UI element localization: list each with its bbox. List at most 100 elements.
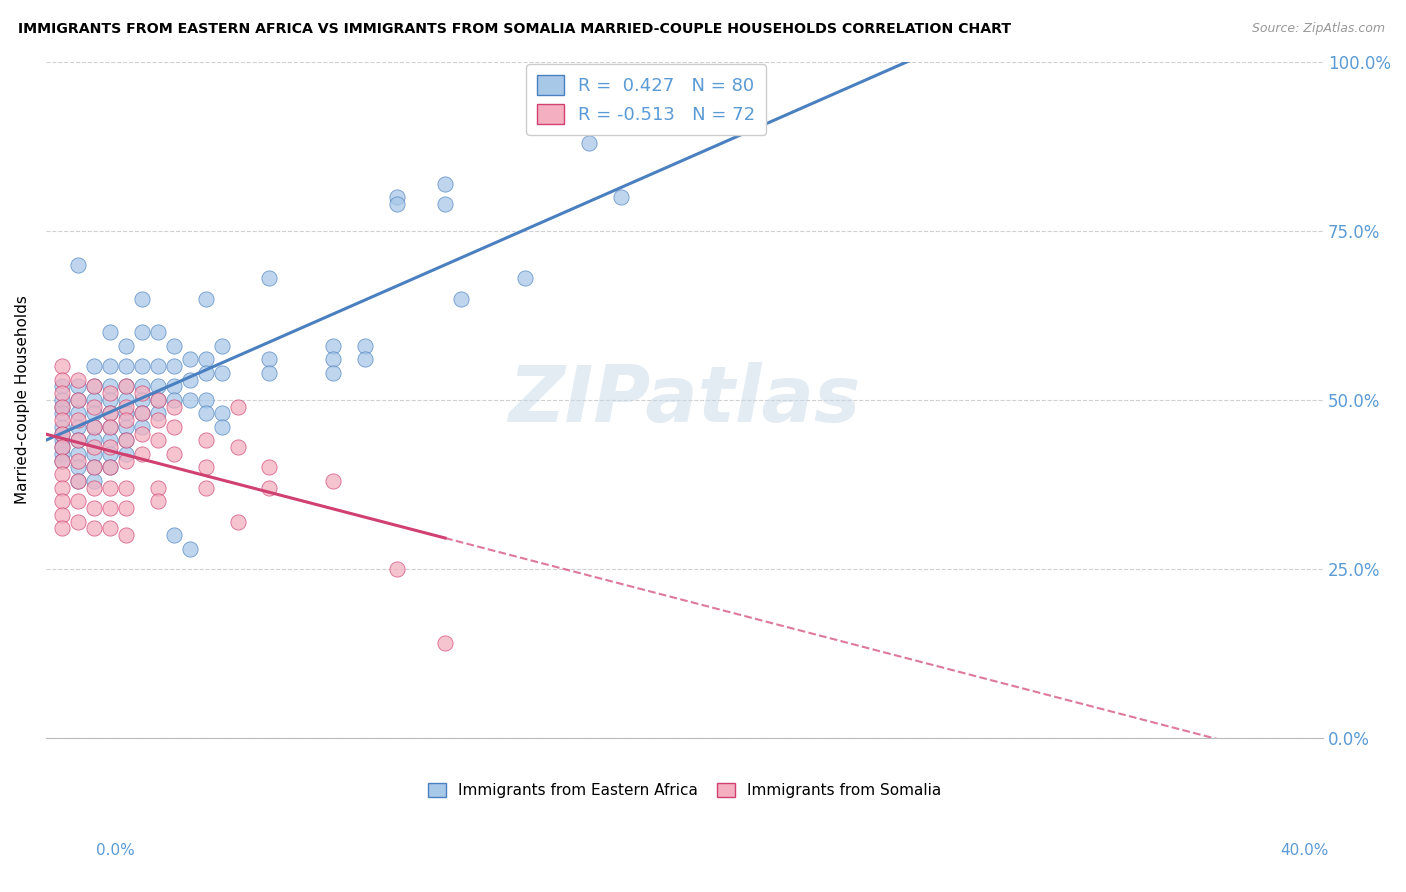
Point bbox=[98, 386, 121, 401]
Point bbox=[211, 407, 233, 421]
Point bbox=[131, 447, 153, 461]
Point bbox=[434, 197, 457, 211]
Point bbox=[163, 447, 186, 461]
Point bbox=[131, 292, 153, 306]
Point bbox=[66, 413, 89, 427]
Point bbox=[131, 379, 153, 393]
Point bbox=[66, 434, 89, 448]
Point bbox=[51, 373, 73, 387]
Point bbox=[66, 373, 89, 387]
Point bbox=[83, 379, 105, 393]
Point bbox=[66, 460, 89, 475]
Point bbox=[226, 400, 249, 414]
Point bbox=[51, 386, 73, 401]
Point bbox=[131, 359, 153, 373]
Point bbox=[163, 379, 186, 393]
Point bbox=[98, 379, 121, 393]
Point bbox=[146, 379, 169, 393]
Point bbox=[114, 454, 136, 468]
Point bbox=[146, 359, 169, 373]
Point bbox=[163, 528, 186, 542]
Point bbox=[83, 501, 105, 516]
Point bbox=[51, 521, 73, 535]
Point bbox=[98, 501, 121, 516]
Point bbox=[259, 352, 281, 367]
Point bbox=[83, 420, 105, 434]
Point bbox=[66, 258, 89, 272]
Point bbox=[385, 197, 408, 211]
Point bbox=[98, 359, 121, 373]
Point bbox=[259, 481, 281, 495]
Point bbox=[83, 474, 105, 488]
Point bbox=[146, 407, 169, 421]
Point bbox=[98, 481, 121, 495]
Point bbox=[322, 474, 344, 488]
Point bbox=[131, 420, 153, 434]
Point bbox=[163, 400, 186, 414]
Point bbox=[51, 454, 73, 468]
Point bbox=[66, 454, 89, 468]
Point bbox=[98, 447, 121, 461]
Point bbox=[114, 481, 136, 495]
Point bbox=[66, 407, 89, 421]
Point bbox=[194, 460, 217, 475]
Point bbox=[83, 447, 105, 461]
Point bbox=[83, 521, 105, 535]
Point bbox=[513, 271, 536, 285]
Point bbox=[66, 515, 89, 529]
Point bbox=[163, 420, 186, 434]
Point bbox=[98, 392, 121, 407]
Point bbox=[114, 413, 136, 427]
Point bbox=[66, 379, 89, 393]
Point bbox=[354, 339, 377, 353]
Point bbox=[66, 392, 89, 407]
Point bbox=[146, 494, 169, 508]
Point bbox=[83, 434, 105, 448]
Point bbox=[194, 392, 217, 407]
Point bbox=[211, 366, 233, 380]
Point bbox=[179, 541, 201, 556]
Point bbox=[131, 407, 153, 421]
Point bbox=[179, 392, 201, 407]
Point bbox=[114, 379, 136, 393]
Point bbox=[114, 339, 136, 353]
Point bbox=[578, 136, 600, 151]
Point bbox=[322, 366, 344, 380]
Point bbox=[226, 440, 249, 454]
Point bbox=[194, 434, 217, 448]
Point bbox=[51, 440, 73, 454]
Point bbox=[66, 434, 89, 448]
Point bbox=[146, 434, 169, 448]
Point bbox=[322, 352, 344, 367]
Point bbox=[163, 339, 186, 353]
Point bbox=[98, 521, 121, 535]
Point bbox=[146, 326, 169, 340]
Point bbox=[114, 501, 136, 516]
Point bbox=[163, 392, 186, 407]
Point bbox=[146, 413, 169, 427]
Point bbox=[114, 407, 136, 421]
Point bbox=[226, 515, 249, 529]
Point bbox=[114, 392, 136, 407]
Point bbox=[66, 494, 89, 508]
Point bbox=[66, 474, 89, 488]
Point bbox=[66, 420, 89, 434]
Point bbox=[114, 379, 136, 393]
Legend: Immigrants from Eastern Africa, Immigrants from Somalia: Immigrants from Eastern Africa, Immigran… bbox=[422, 777, 948, 805]
Point bbox=[131, 326, 153, 340]
Text: Source: ZipAtlas.com: Source: ZipAtlas.com bbox=[1251, 22, 1385, 36]
Point bbox=[194, 292, 217, 306]
Point bbox=[98, 440, 121, 454]
Point bbox=[163, 359, 186, 373]
Text: ZIPatlas: ZIPatlas bbox=[509, 362, 860, 438]
Point bbox=[114, 420, 136, 434]
Point bbox=[83, 440, 105, 454]
Point bbox=[51, 426, 73, 441]
Point bbox=[51, 392, 73, 407]
Point bbox=[51, 413, 73, 427]
Point bbox=[434, 636, 457, 650]
Point bbox=[131, 392, 153, 407]
Point bbox=[98, 460, 121, 475]
Point bbox=[194, 407, 217, 421]
Point bbox=[114, 528, 136, 542]
